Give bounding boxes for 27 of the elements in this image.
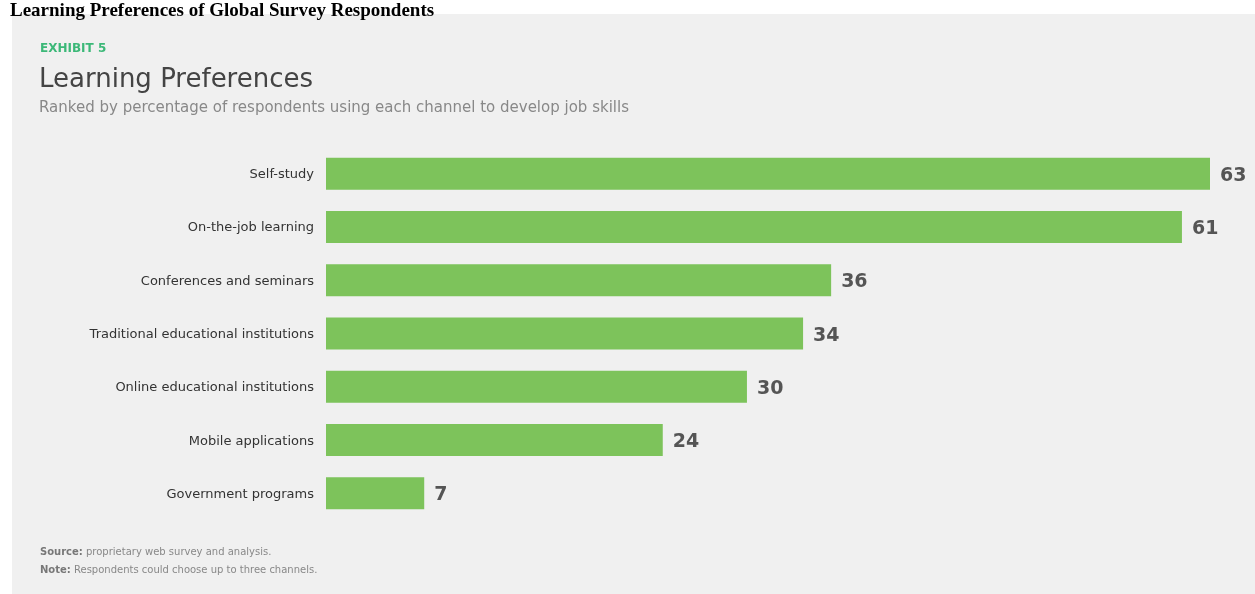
bar: [326, 210, 1182, 243]
bar: [326, 317, 804, 350]
y-tick-label: Traditional educational institutions: [88, 326, 315, 341]
y-tick-label: Government programs: [166, 485, 315, 501]
y-tick-label: Online educational institutions: [115, 379, 315, 395]
chart-subtitle: Ranked by percentage of respondents using each channel to develop job skills: [39, 97, 630, 116]
source-note: Source: proprietary web survey and analysis.: [40, 545, 272, 557]
bar: [326, 264, 832, 297]
text: Note: Respondents could choose up to three channels.: [40, 563, 318, 575]
data-label: 24: [672, 429, 700, 452]
y-tick-label: On-the-job learning: [187, 219, 314, 235]
y-tick-label: Mobile applications: [188, 432, 315, 448]
text: Learning Preferences of Global Survey Respondents: [10, 0, 435, 20]
chart-title: Learning Preferences: [39, 63, 314, 93]
y-tick-label: Self-study: [249, 166, 315, 182]
data-label: 63: [1220, 162, 1247, 185]
data-label: 34: [813, 322, 840, 345]
y-tick-label: Conferences and seminars: [140, 272, 315, 288]
text: EXHIBIT 5: [40, 41, 107, 55]
data-label: 36: [841, 269, 868, 292]
data-label: 30: [756, 375, 784, 398]
bar: [326, 370, 747, 403]
bar: [326, 424, 663, 457]
bar: [326, 157, 1210, 190]
data-label: 61: [1191, 215, 1219, 238]
bar: [326, 477, 425, 510]
data-label: 7: [434, 482, 448, 505]
